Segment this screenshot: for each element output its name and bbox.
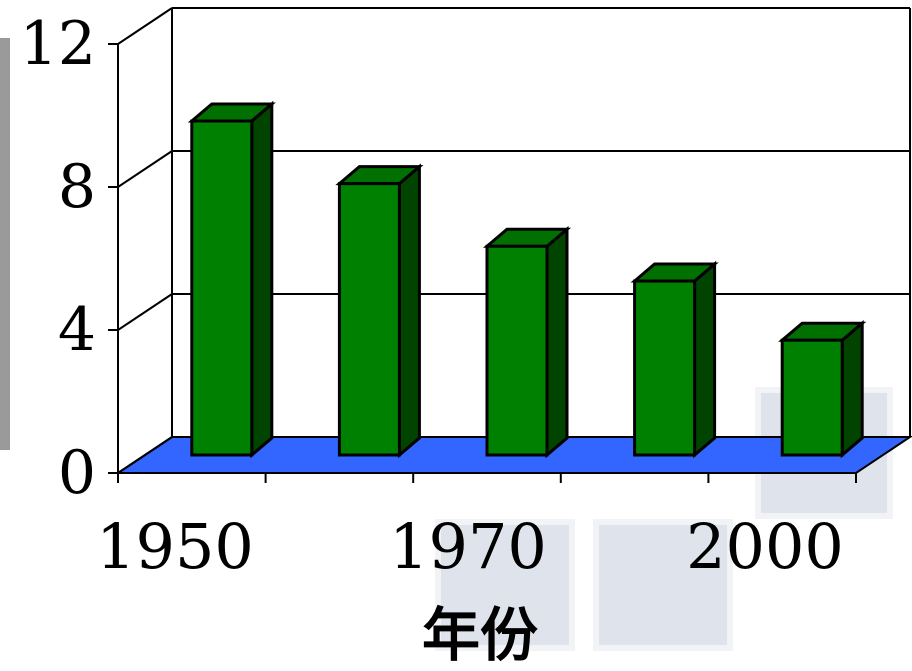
bar-front (190, 119, 254, 457)
bars (187, 100, 867, 459)
bar-front (633, 279, 697, 457)
x-axis-label: 年份 (422, 601, 538, 669)
bar-side (840, 319, 864, 459)
decor-square (593, 519, 733, 651)
bar (482, 226, 572, 459)
side-gridline (117, 150, 173, 188)
bar (187, 100, 276, 459)
x-tick-labels: 1950 1970 2000 (96, 510, 844, 583)
bar-front (337, 182, 401, 457)
side-gridline (117, 436, 173, 474)
y-tick-labels: 0 4 8 12 (20, 9, 96, 508)
y-tick-label: 0 (58, 438, 96, 508)
y-tick-label: 8 (58, 152, 96, 222)
bar-side (250, 100, 274, 459)
decor-square (435, 519, 575, 651)
bar (630, 260, 719, 459)
bar (335, 163, 424, 459)
y-tick-label: 4 (58, 295, 96, 365)
bar-front (780, 338, 844, 457)
bar-side (545, 226, 569, 459)
x-tick-label: 1950 (96, 510, 254, 583)
side-gridline (117, 293, 173, 331)
side-gridline (117, 7, 173, 45)
bar (778, 319, 867, 459)
x-tick-label: 1970 (389, 510, 547, 583)
y-tick-label: 12 (20, 9, 96, 79)
bar-side (693, 260, 717, 459)
bar-side (397, 163, 421, 459)
x-tick-label: 2000 (686, 510, 844, 583)
left-edge-strip (0, 38, 10, 450)
bar-front (485, 244, 549, 457)
